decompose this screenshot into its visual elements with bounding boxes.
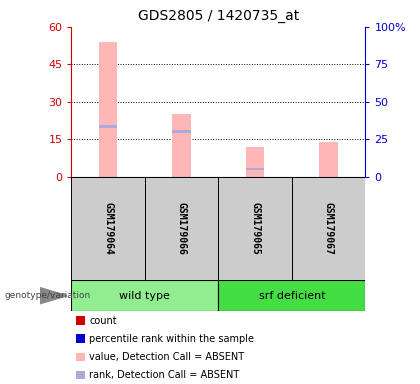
Bar [71, 280, 218, 311]
Bar [173, 114, 191, 177]
Bar [99, 42, 117, 177]
Bar [173, 131, 191, 133]
Bar [145, 177, 218, 280]
Bar [246, 168, 264, 170]
Bar [218, 177, 292, 280]
Bar [292, 177, 365, 280]
Title: GDS2805 / 1420735_at: GDS2805 / 1420735_at [138, 9, 299, 23]
Text: genotype/variation: genotype/variation [4, 291, 90, 300]
Text: GSM179067: GSM179067 [324, 202, 333, 255]
Text: srf deficient: srf deficient [259, 291, 325, 301]
Bar [71, 177, 145, 280]
Text: GSM179065: GSM179065 [250, 202, 260, 255]
Text: GSM179066: GSM179066 [177, 202, 186, 255]
Text: wild type: wild type [119, 291, 171, 301]
Text: rank, Detection Call = ABSENT: rank, Detection Call = ABSENT [89, 370, 239, 380]
Bar [218, 280, 365, 311]
Bar [320, 142, 338, 177]
Text: value, Detection Call = ABSENT: value, Detection Call = ABSENT [89, 352, 244, 362]
Text: percentile rank within the sample: percentile rank within the sample [89, 334, 254, 344]
Polygon shape [40, 288, 67, 304]
Bar [246, 147, 264, 177]
Text: count: count [89, 316, 117, 326]
Bar [99, 126, 117, 128]
Text: GSM179064: GSM179064 [103, 202, 113, 255]
